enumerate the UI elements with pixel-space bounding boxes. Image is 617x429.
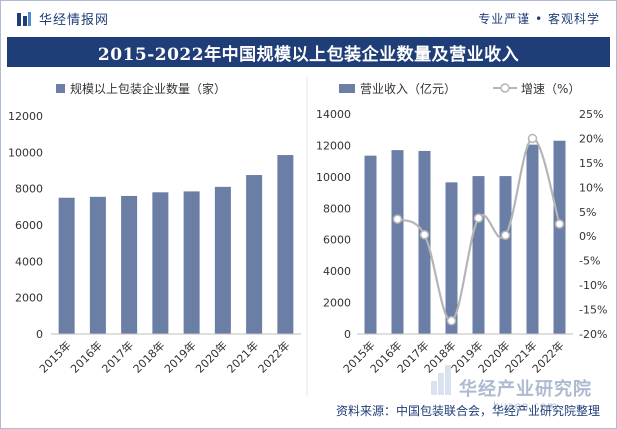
legend-label-growth: 增速（%）	[521, 82, 580, 96]
right-chart-right-y-tick-label: 5%	[579, 206, 596, 219]
left-x-tick-label: 2017年	[99, 338, 136, 375]
right-chart-left-y-tick-label: 0	[344, 328, 351, 341]
left-x-tick-label: 2019年	[161, 338, 198, 375]
enterprise-count-bar	[277, 155, 294, 334]
source-note: 资料来源：中国包装联合会，华经产业研究院整理	[335, 404, 600, 418]
brand-name: 华经情报网	[39, 13, 110, 28]
right-chart-right-y-tick-label: 25%	[579, 108, 603, 121]
legend-label-enterprise-count: 规模以上包装企业数量（家）	[70, 81, 226, 96]
right-chart-right-y-tick-label: -15%	[579, 304, 607, 317]
revenue-bar	[472, 176, 485, 334]
growth-rate-point	[392, 214, 403, 224]
enterprise-count-bar	[183, 191, 200, 334]
growth-rate-point	[446, 316, 457, 326]
left-y-tick-label: 8000	[15, 183, 43, 196]
watermark-text: 华经产业研究院	[459, 379, 592, 400]
brand: 华经情报网	[17, 9, 109, 28]
left-y-tick-label: 0	[36, 328, 43, 341]
growth-rate-point	[500, 230, 511, 240]
right-chart-right-y-tick-label: -5%	[579, 255, 600, 268]
right-chart-left-y-tick-label: 10000	[316, 171, 351, 184]
revenue-bar	[418, 150, 431, 334]
revenue-bar	[391, 150, 404, 334]
right-chart-left-y-tick-label: 12000	[316, 139, 351, 152]
legend-swatch-enterprise-count	[56, 84, 65, 93]
enterprise-count-bar	[89, 196, 106, 334]
title-bar: 2015-2022年中国规模以上包装企业数量及营业收入	[7, 37, 610, 67]
left-x-tick-label: 2018年	[130, 338, 167, 375]
right-chart-right-y-tick-label: -20%	[579, 328, 607, 341]
growth-rate-point	[554, 219, 565, 229]
bar-chart-logo-icon	[17, 11, 31, 26]
watermark-bars-icon	[431, 365, 451, 395]
right-chart-right-y-tick-label: -10%	[579, 279, 607, 292]
watermark-url: huaon.com	[493, 401, 558, 412]
growth-rate-point	[419, 230, 430, 240]
legend-swatch-revenue	[339, 84, 355, 93]
left-x-tick-label: 2020年	[193, 338, 230, 375]
right-chart-right-y-tick-label: 0%	[579, 230, 596, 243]
enterprise-count-bar	[121, 195, 138, 334]
right-chart-left-y-tick-label: 4000	[323, 265, 351, 278]
enterprise-count-bar	[152, 192, 169, 334]
left-y-tick-label: 4000	[15, 255, 43, 268]
enterprise-count-bar	[214, 186, 231, 334]
left-x-tick-label: 2015年	[36, 338, 73, 375]
left-y-tick-label: 12000	[8, 110, 43, 123]
legend-label-revenue: 营业收入（亿元）	[360, 81, 456, 96]
growth-rate-point	[473, 213, 484, 223]
right-chart-left-y-tick-label: 14000	[316, 108, 351, 121]
right-chart-right-y-tick-label: 10%	[579, 181, 603, 194]
chart-area: 规模以上包装企业数量（家） 0 2000 4000 6000 8000 10000 12000…	[8, 77, 607, 396]
top-bar: 华经情报网 专业严谨 • 客观科学	[1, 1, 616, 35]
left-y-tick-label: 2000	[15, 292, 43, 305]
right-chart-right-y-tick-label: 20%	[579, 132, 603, 145]
left-x-tick-label: 2022年	[255, 338, 292, 375]
revenue-bar	[364, 155, 377, 334]
right-chart-right-y-tick-label: 15%	[579, 157, 603, 170]
left-x-tick-label: 2021年	[224, 338, 261, 375]
revenue-bar	[553, 140, 566, 334]
watermark: 华经产业研究院 huaon.com	[459, 375, 592, 412]
revenue-bar	[526, 144, 539, 334]
left-y-tick-label: 10000	[8, 146, 43, 159]
left-y-tick-label: 6000	[15, 219, 43, 232]
tagline: 专业严谨 • 客观科学	[478, 12, 600, 26]
right-chart-left-y-tick-label: 2000	[323, 297, 351, 310]
growth-rate-point	[527, 133, 538, 144]
legend-swatch-growth-marker	[500, 83, 510, 93]
right-chart-left-y-tick-label: 8000	[323, 202, 351, 215]
enterprise-count-bar	[246, 175, 263, 334]
revenue-bar	[445, 182, 458, 334]
enterprise-count-bar	[58, 197, 75, 334]
left-x-tick-label: 2016年	[68, 338, 105, 375]
right-chart-left-y-tick-label: 6000	[323, 234, 351, 247]
revenue-bar	[499, 176, 512, 334]
page-title: 2015-2022年中国规模以上包装企业数量及营业收入	[97, 44, 520, 65]
